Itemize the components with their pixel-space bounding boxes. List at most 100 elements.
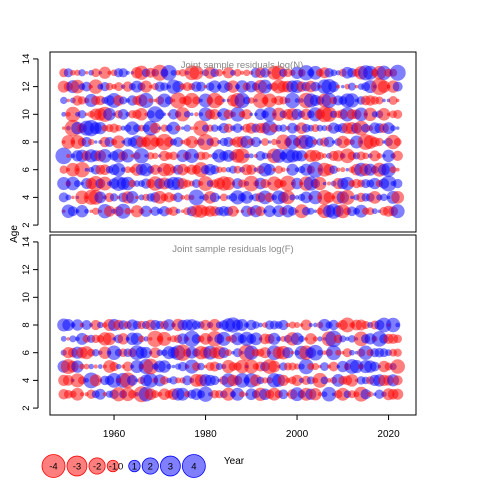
residual-bubble bbox=[293, 363, 301, 370]
residual-bubble bbox=[339, 317, 355, 333]
residual-bubble bbox=[326, 345, 342, 361]
residual-bubble bbox=[289, 194, 296, 201]
residual-bubble bbox=[214, 95, 225, 106]
y-tick-label: 6 bbox=[21, 167, 32, 172]
residual-bubble bbox=[117, 108, 129, 120]
residual-bubble bbox=[381, 162, 396, 177]
residual-bubble bbox=[60, 96, 68, 105]
residual-bubble bbox=[117, 333, 129, 345]
residual-bubble bbox=[322, 181, 327, 186]
residual-bubble bbox=[380, 193, 388, 202]
residual-bubble bbox=[380, 175, 397, 192]
residual-bubble bbox=[321, 92, 337, 108]
residual-bubble bbox=[368, 191, 382, 204]
residual-bubble bbox=[126, 191, 139, 204]
residual-bubble bbox=[369, 150, 381, 162]
residual-bubble bbox=[371, 208, 378, 215]
residual-bubble bbox=[119, 96, 128, 105]
residual-bubble bbox=[130, 332, 144, 346]
residual-bubble bbox=[382, 122, 395, 135]
residual-bubble bbox=[160, 376, 169, 385]
residual-bubble bbox=[93, 140, 98, 144]
residual-bubble bbox=[115, 363, 122, 370]
y-tick-label: 6 bbox=[21, 350, 32, 355]
residual-bubble bbox=[184, 148, 199, 163]
residual-bubble bbox=[175, 125, 182, 132]
panel-n-frame bbox=[49, 51, 417, 233]
residual-bubble bbox=[263, 205, 276, 218]
residual-bubble bbox=[98, 66, 111, 79]
residual-bubble bbox=[94, 388, 106, 400]
residual-bubble bbox=[190, 112, 194, 117]
residual-bubble bbox=[234, 92, 250, 109]
residual-bubble bbox=[326, 378, 332, 383]
y-tick-label: 8 bbox=[21, 322, 32, 327]
residual-bubble bbox=[320, 376, 329, 385]
residual-bubble bbox=[138, 335, 145, 343]
legend-bubble bbox=[41, 454, 66, 478]
legend-bubble bbox=[128, 459, 141, 473]
panel-n-bubbles bbox=[55, 64, 406, 219]
residual-bubble bbox=[348, 335, 356, 343]
y-tick-label: 2 bbox=[21, 222, 32, 227]
residual-bubble bbox=[313, 209, 318, 214]
residual-bubble bbox=[270, 138, 278, 146]
residual-bubble bbox=[277, 374, 289, 387]
residual-bubble bbox=[151, 152, 159, 160]
residual-bubble bbox=[189, 65, 204, 80]
residual-bubble bbox=[317, 336, 323, 342]
residual-bubble bbox=[167, 337, 171, 341]
legend-label: -4 bbox=[49, 462, 57, 473]
residual-bubble bbox=[111, 162, 126, 177]
residual-bubble bbox=[307, 344, 324, 361]
residual-bubble bbox=[268, 332, 281, 345]
y-tick-label: 8 bbox=[21, 139, 32, 144]
residual-bubble bbox=[391, 190, 405, 204]
residual-bubble bbox=[395, 98, 400, 103]
residual-bubble bbox=[209, 137, 220, 147]
residual-bubble bbox=[358, 345, 373, 360]
residual-bubble bbox=[62, 319, 75, 331]
residual-bubble bbox=[267, 140, 272, 144]
residual-bubble bbox=[262, 93, 277, 108]
residual-bubble bbox=[230, 106, 245, 122]
residual-bubble bbox=[209, 108, 221, 120]
residual-bubble bbox=[124, 207, 132, 215]
legend-label: 1 bbox=[132, 462, 137, 473]
residual-bubble bbox=[339, 335, 347, 343]
residual-bubble bbox=[248, 153, 254, 159]
residual-bubble bbox=[393, 109, 403, 119]
residual-bubble bbox=[150, 206, 160, 216]
residual-bubble bbox=[382, 98, 386, 103]
residual-bubble bbox=[375, 137, 384, 147]
residual-bubble bbox=[392, 150, 403, 162]
residual-bubble bbox=[279, 124, 288, 132]
residual-bubble bbox=[305, 333, 317, 345]
residual-bubble bbox=[393, 334, 403, 344]
residual-bubble bbox=[221, 387, 235, 401]
residual-bubble bbox=[328, 319, 339, 331]
residual-bubble bbox=[234, 148, 250, 164]
y-tick-label: 12 bbox=[21, 264, 32, 275]
residual-bubble bbox=[151, 390, 160, 399]
residual-bubble bbox=[249, 112, 254, 117]
residual-bubble bbox=[197, 386, 214, 402]
residual-bubble bbox=[175, 107, 190, 122]
residual-bubble bbox=[128, 179, 137, 188]
y-tick-label: 4 bbox=[21, 378, 32, 383]
residual-bubble bbox=[362, 152, 370, 160]
residual-bubble bbox=[285, 322, 291, 328]
residual-bubble bbox=[345, 374, 359, 387]
residual-bubble bbox=[77, 110, 87, 119]
residual-bubble bbox=[156, 349, 164, 356]
residual-bubble bbox=[280, 167, 286, 173]
residual-bubble bbox=[150, 164, 161, 175]
legend-label: 4 bbox=[191, 462, 196, 473]
residual-bubble bbox=[170, 69, 177, 76]
residual-bubble bbox=[146, 152, 155, 160]
residual-bubble bbox=[173, 192, 183, 203]
residual-bubble bbox=[339, 189, 355, 205]
residual-bubble bbox=[61, 126, 66, 130]
residual-bubble bbox=[175, 208, 181, 214]
residual-bubble bbox=[376, 152, 383, 159]
